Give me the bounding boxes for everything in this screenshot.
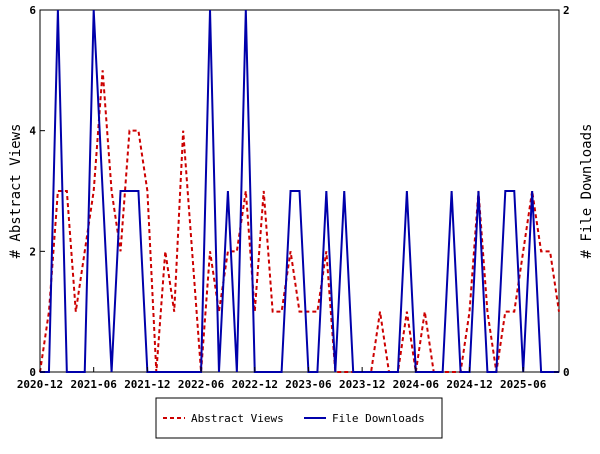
series-layer	[39, 9, 560, 373]
series-line-file-downloads	[40, 9, 559, 373]
x-tick-label: 2021-06	[71, 378, 118, 391]
y-right-axis-title: # File Downloads	[579, 124, 595, 259]
y-left-tick-label: 4	[29, 125, 36, 138]
series-line-abstract-views	[39, 70, 560, 373]
y-right-tick-label: 2	[563, 4, 570, 17]
x-tick-label: 2023-12	[339, 378, 385, 391]
x-tick-label: 2024-06	[393, 378, 440, 391]
x-tick-label: 2025-06	[500, 378, 547, 391]
legend-box	[155, 397, 443, 439]
x-tick-label: 2023-06	[285, 378, 332, 391]
x-tick-label: 2022-12	[232, 378, 278, 391]
x-tick-label: 2020-12	[17, 378, 63, 391]
y-left-axis-title: # Abstract Views	[8, 124, 24, 259]
y-right-tick-label: 0	[563, 366, 570, 379]
left-axis-ticks: 0 2 4 6	[29, 4, 45, 379]
legend: Abstract Views File Downloads	[155, 397, 443, 439]
right-axis-ticks: 02	[554, 4, 570, 379]
y-left-tick-label: 6	[29, 4, 36, 17]
x-tick-label: 2021-12	[124, 378, 170, 391]
y-left-tick-label: 2	[29, 245, 36, 258]
y-left-tick-label: 0	[29, 366, 36, 379]
x-axis-ticks: 2020-12 2021-06 2021-12 2022-06 2022-12 2023-…	[17, 367, 547, 391]
legend-label-file-downloads: File Downloads	[332, 412, 425, 425]
x-tick-label: 2024-12	[446, 378, 492, 391]
legend-label-abstract-views: Abstract Views	[191, 412, 284, 425]
x-tick-label: 2022-06	[178, 378, 225, 391]
